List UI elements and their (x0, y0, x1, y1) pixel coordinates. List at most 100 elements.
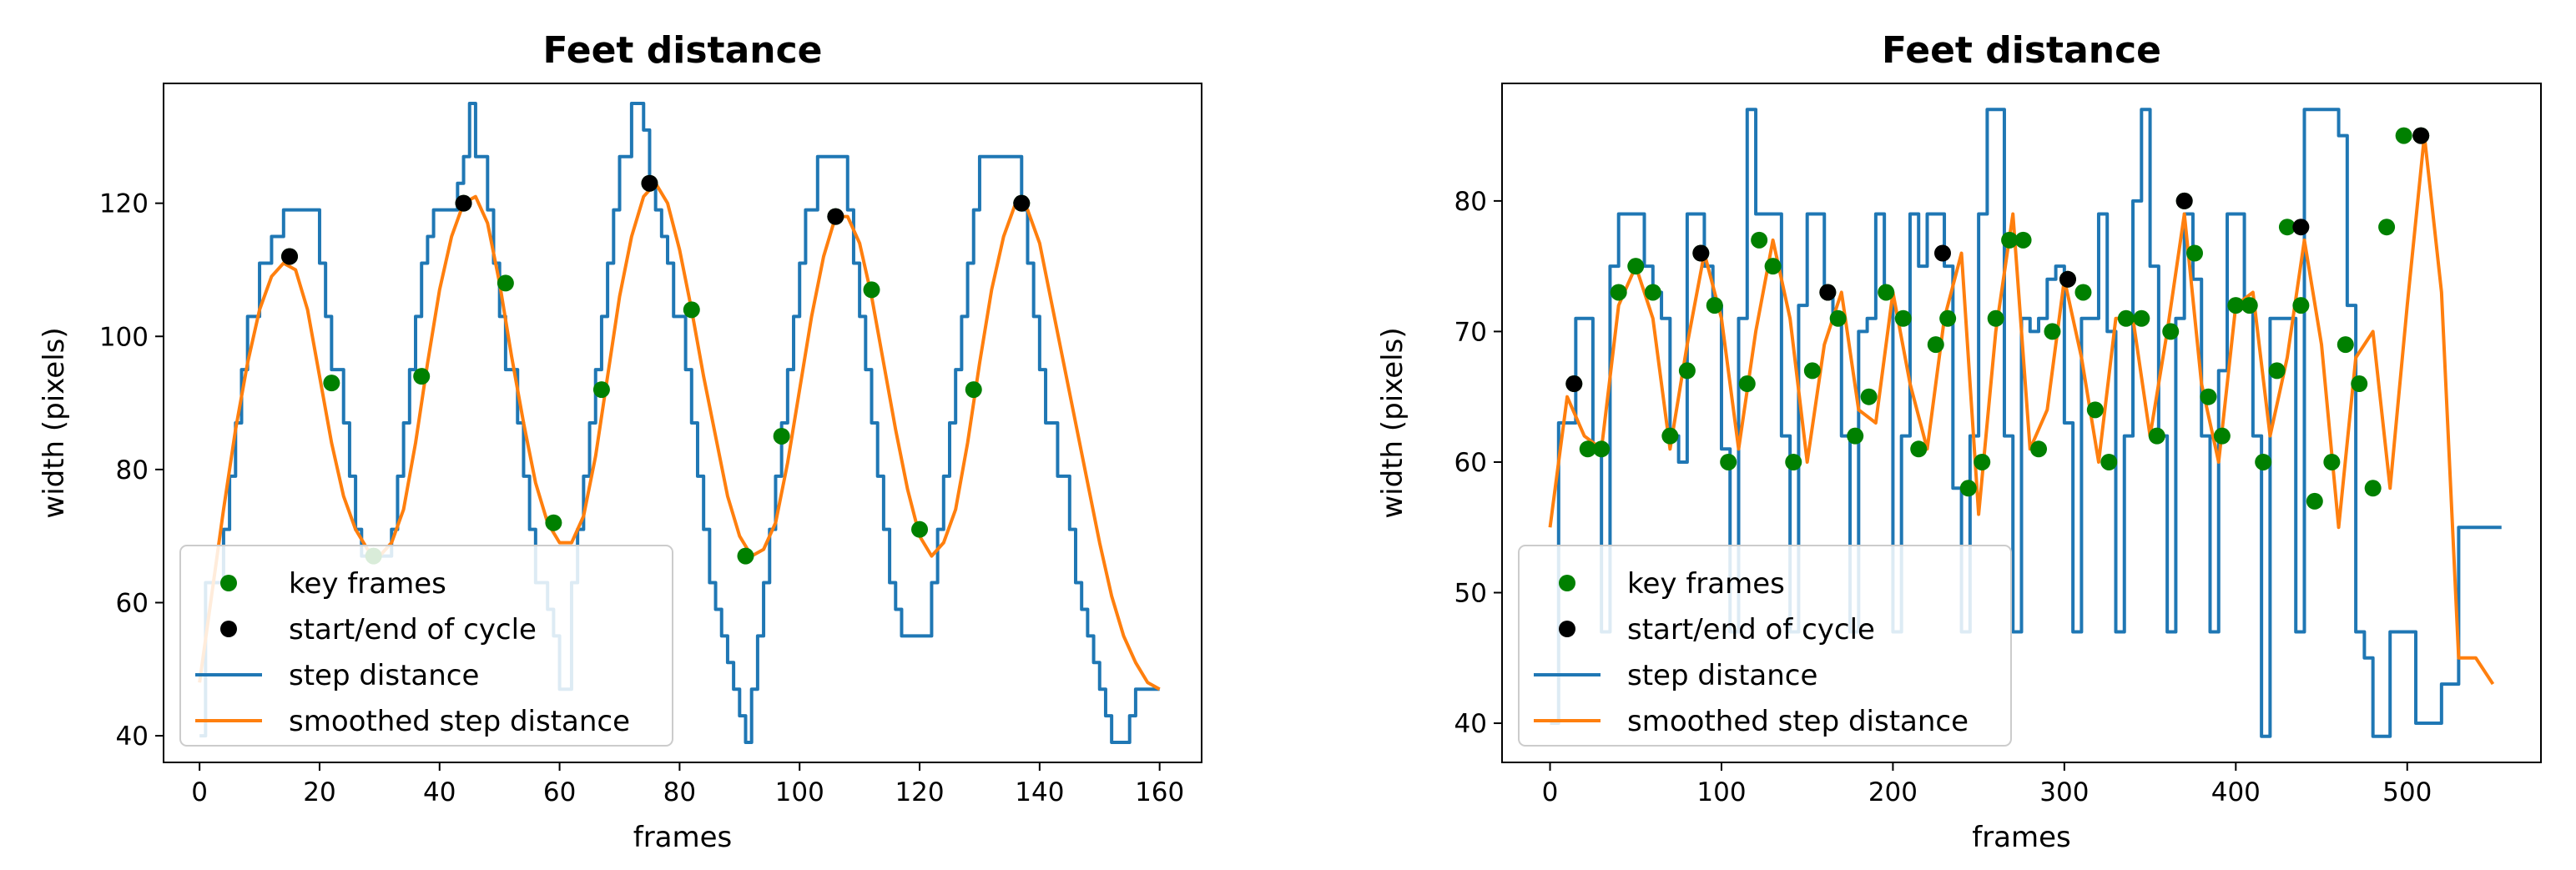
legend-key-frames-marker (220, 575, 237, 591)
legend-label: smoothed step distance (289, 705, 630, 738)
key-frame-point (1751, 231, 1768, 249)
cycle-marker (1933, 244, 1951, 262)
key-frame-point (1939, 309, 1957, 327)
cycle-marker (1013, 194, 1031, 212)
cycle-marker (1692, 244, 1710, 262)
x-axis-label: frames (633, 821, 733, 854)
key-frame-point (1878, 284, 1895, 301)
y-tick-label: 80 (1454, 187, 1487, 217)
key-frame-point (1764, 258, 1782, 275)
legend-label: smoothed step distance (1627, 705, 1969, 738)
legend-cycle-marker (220, 621, 237, 637)
cycle-marker (2175, 192, 2193, 209)
chart-title: Feet distance (1882, 29, 2161, 72)
cycle-marker (827, 208, 844, 225)
key-frame-point (1847, 427, 1864, 445)
x-tick-label: 20 (303, 777, 335, 807)
y-tick-label: 120 (99, 189, 149, 219)
key-frame-point (2323, 453, 2341, 470)
key-frame-point (2100, 453, 2118, 470)
x-axis-label: frames (1972, 821, 2071, 854)
x-tick-label: 300 (2039, 777, 2089, 807)
legend-key-frames-marker (1559, 575, 1575, 591)
legend-label: key frames (289, 567, 446, 601)
key-frame-point (2186, 244, 2203, 262)
x-tick-label: 60 (543, 777, 576, 807)
key-frame-point (1974, 453, 1991, 470)
legend-label: key frames (1627, 567, 1785, 601)
key-frame-point (965, 381, 982, 399)
y-tick-label: 50 (1454, 579, 1487, 609)
x-tick-label: 40 (423, 777, 456, 807)
y-tick-label: 80 (116, 455, 149, 485)
axes-frame (163, 83, 1202, 763)
key-frame-point (1706, 297, 1723, 314)
key-frame-point (2133, 309, 2150, 327)
key-frame-point (773, 427, 790, 445)
y-tick-label: 60 (116, 588, 149, 618)
axes-frame (1501, 83, 2542, 763)
cycle-marker (2059, 270, 2076, 288)
key-frame-point (2395, 127, 2412, 144)
key-frame-point (2200, 388, 2217, 405)
legend-box (1518, 545, 2012, 747)
chart-1: Feet distance 0 20 40 60 80 100 120 140 160 40 60 80… (38, 29, 1202, 854)
key-frame-point (2292, 297, 2310, 314)
key-frame-point (2278, 219, 2296, 236)
y-tick-label: 40 (116, 722, 149, 752)
x-tick-label: 0 (191, 777, 208, 807)
y-tick-label: 70 (1454, 317, 1487, 347)
key-frame-point (2351, 375, 2368, 393)
cycle-marker (1565, 375, 1583, 393)
y-tick-label: 100 (99, 322, 149, 352)
cycle-marker (455, 194, 472, 212)
plot-area (198, 101, 1161, 745)
key-frame-point (1610, 284, 1627, 301)
key-frame-point (2074, 284, 2092, 301)
key-frame-point (1987, 309, 2004, 327)
key-frame-point (2014, 231, 2032, 249)
y-axis-label: width (pixels) (38, 327, 71, 518)
key-frame-point (1678, 362, 1696, 380)
x-tick-label: 140 (1015, 777, 1064, 807)
key-frame-point (1860, 388, 1878, 405)
key-frame-point (1785, 453, 1802, 470)
key-frame-point (2030, 440, 2048, 458)
legend: key frames start/end of cycle step distanc… (1518, 545, 2012, 747)
legend-label: step distance (289, 659, 479, 692)
key-frame-point (1593, 440, 1611, 458)
cycle-marker (1819, 284, 1837, 301)
key-frame-point (2117, 309, 2135, 327)
cycle-marker (2412, 127, 2430, 144)
key-frame-point (2378, 219, 2396, 236)
key-frame-point (1894, 309, 1912, 327)
key-frame-point (2337, 336, 2354, 354)
key-frame-point (2241, 297, 2258, 314)
key-frame-point (1579, 440, 1596, 458)
key-frame-point (863, 281, 880, 299)
plot-area (1548, 108, 2502, 738)
key-frame-point (1627, 258, 1645, 275)
key-frame-point (2268, 362, 2286, 380)
legend-label: step distance (1627, 659, 1817, 692)
key-frame-point (1910, 440, 1928, 458)
x-tick-label: 120 (895, 777, 944, 807)
key-frame-point (2044, 323, 2061, 340)
key-frame-point (497, 274, 514, 292)
legend-cycle-marker (1559, 621, 1575, 637)
key-frame-point (2086, 401, 2104, 419)
key-frame-point (737, 547, 754, 565)
key-frame-point (1803, 362, 1821, 380)
key-frame-point (1644, 284, 1661, 301)
legend: key frames start/end of cycle step distanc… (179, 545, 673, 747)
legend-label: start/end of cycle (1627, 613, 1875, 646)
cycle-marker (281, 248, 299, 265)
cycle-marker (2292, 219, 2310, 236)
key-frame-point (1738, 375, 1756, 393)
x-tick-label: 160 (1135, 777, 1184, 807)
key-frame-point (2162, 323, 2180, 340)
x-tick-label: 100 (1696, 777, 1746, 807)
key-frame-point (2001, 231, 2019, 249)
y-tick-label: 60 (1454, 448, 1487, 478)
